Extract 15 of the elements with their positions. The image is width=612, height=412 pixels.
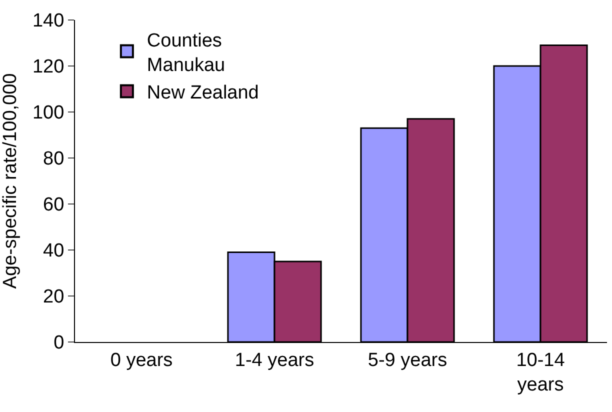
x-tick-label: 0 years [110, 350, 173, 371]
y-tick-label: 140 [32, 10, 64, 32]
legend-label: Counties Manukau [146, 30, 226, 76]
x-tick-label: 10-14 years [516, 350, 566, 396]
y-tick-label: 100 [32, 102, 64, 124]
y-tick-label: 20 [43, 286, 64, 308]
y-tick-label: 80 [43, 148, 64, 170]
legend-label: New Zealand [146, 82, 259, 104]
y-tick-label: 0 [54, 332, 64, 354]
y-tick-label: 120 [32, 56, 64, 78]
x-tick-label: 5-9 years [368, 350, 448, 371]
y-axis-title: Age-specific rate/100,000 [0, 73, 21, 289]
y-tick-label: 40 [43, 240, 64, 262]
x-tick-label: 1-4 years [234, 350, 314, 371]
y-tick-label: 60 [43, 194, 64, 216]
